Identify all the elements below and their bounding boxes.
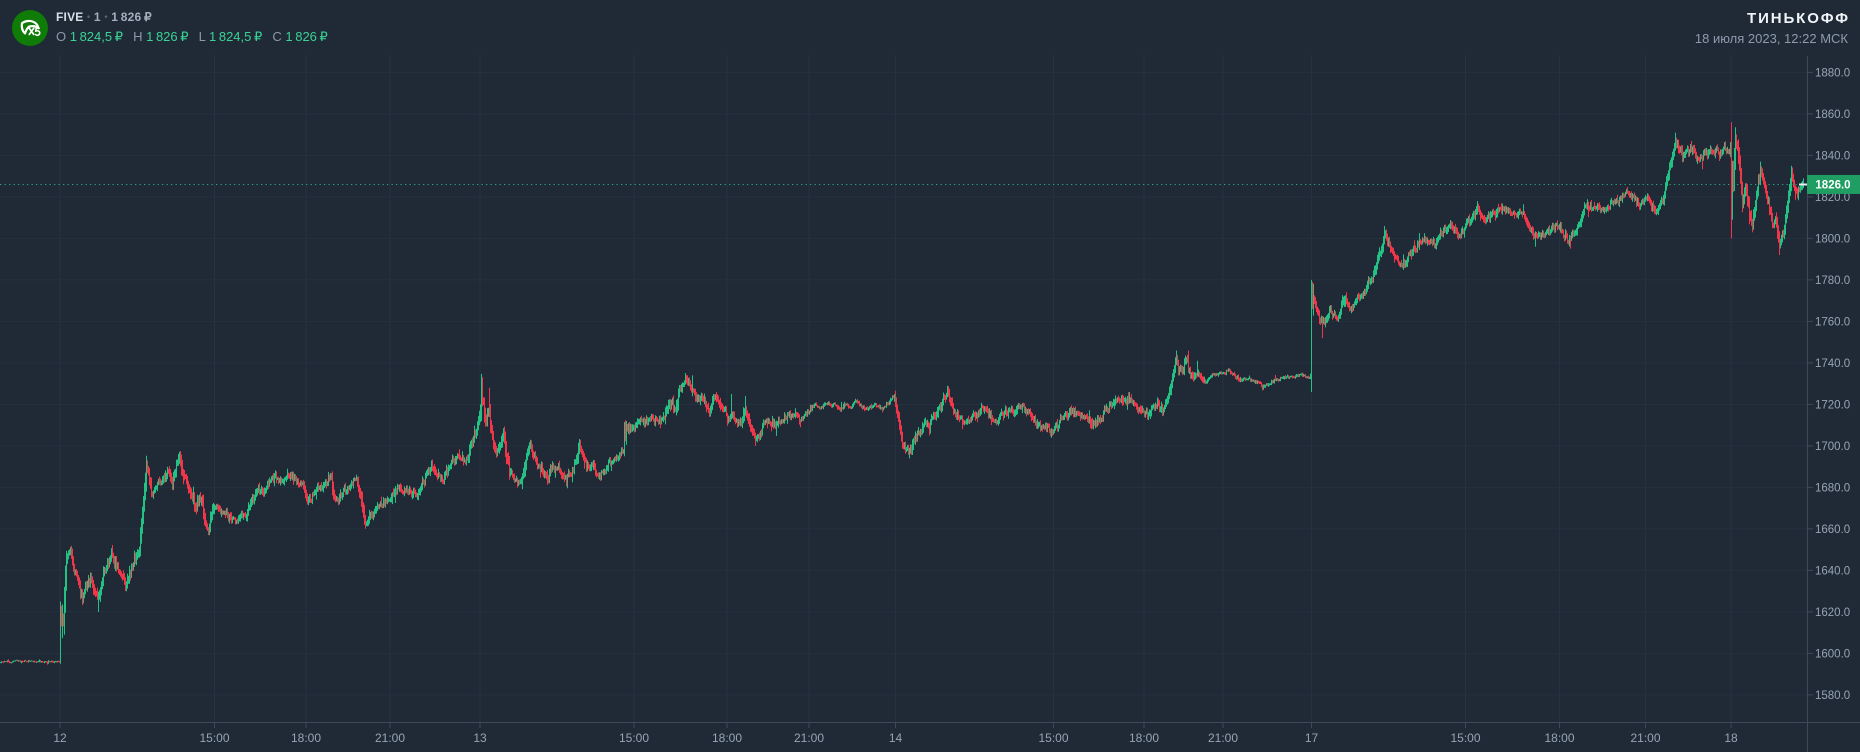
svg-text:1620.0: 1620.0	[1815, 607, 1850, 619]
svg-text:12: 12	[53, 731, 67, 745]
svg-text:1640.0: 1640.0	[1815, 566, 1850, 578]
svg-text:21:00: 21:00	[794, 731, 824, 745]
svg-text:1826.0: 1826.0	[1815, 180, 1850, 192]
svg-text:18:00: 18:00	[1544, 731, 1574, 745]
svg-text:18:00: 18:00	[291, 731, 321, 745]
svg-text:18:00: 18:00	[712, 731, 742, 745]
svg-text:1780.0: 1780.0	[1815, 275, 1850, 287]
svg-text:13: 13	[473, 731, 487, 745]
svg-text:1600.0: 1600.0	[1815, 649, 1850, 661]
svg-text:1840.0: 1840.0	[1815, 151, 1850, 163]
svg-text:1760.0: 1760.0	[1815, 317, 1850, 329]
svg-text:21:00: 21:00	[375, 731, 405, 745]
svg-text:1740.0: 1740.0	[1815, 358, 1850, 370]
svg-text:21:00: 21:00	[1208, 731, 1238, 745]
svg-text:15:00: 15:00	[199, 731, 229, 745]
svg-text:1580.0: 1580.0	[1815, 690, 1850, 702]
svg-text:1880.0: 1880.0	[1815, 68, 1850, 80]
svg-text:15:00: 15:00	[1450, 731, 1480, 745]
svg-text:1660.0: 1660.0	[1815, 524, 1850, 536]
svg-text:1860.0: 1860.0	[1815, 109, 1850, 121]
svg-text:21:00: 21:00	[1630, 731, 1660, 745]
svg-text:1680.0: 1680.0	[1815, 483, 1850, 495]
svg-text:1820.0: 1820.0	[1815, 192, 1850, 204]
svg-text:1800.0: 1800.0	[1815, 234, 1850, 246]
svg-text:15:00: 15:00	[1038, 731, 1068, 745]
svg-text:17: 17	[1305, 731, 1319, 745]
svg-text:18: 18	[1724, 731, 1738, 745]
svg-text:14: 14	[889, 731, 903, 745]
svg-text:1720.0: 1720.0	[1815, 400, 1850, 412]
svg-text:15:00: 15:00	[619, 731, 649, 745]
svg-text:1700.0: 1700.0	[1815, 441, 1850, 453]
svg-text:18:00: 18:00	[1129, 731, 1159, 745]
